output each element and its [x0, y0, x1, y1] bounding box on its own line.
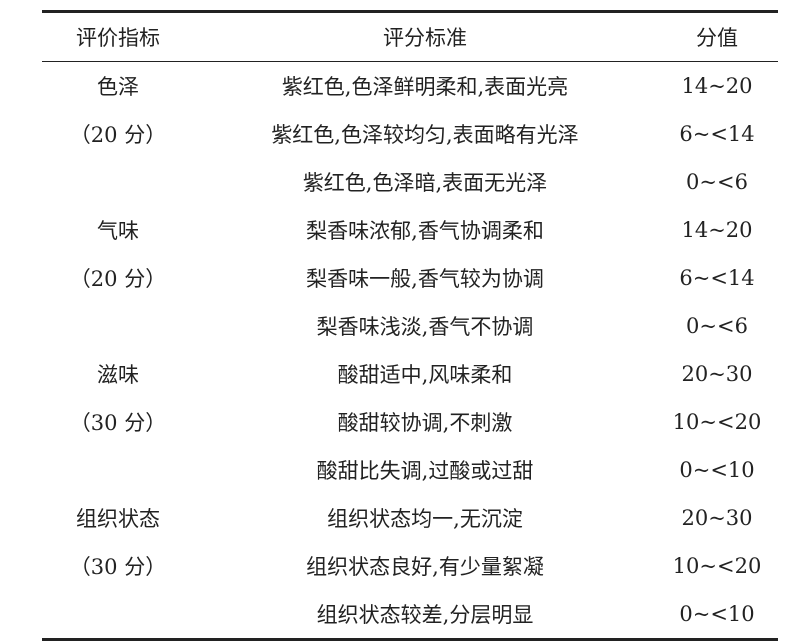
table-row: 组织状态较差,分层明显 0~<10	[42, 590, 778, 638]
indicator-cell: 气味	[97, 219, 139, 243]
table-row: （20 分） 梨香味一般,香气较为协调 6~<14	[42, 254, 778, 302]
criteria-cell: 紫红色,色泽鲜明柔和,表面光亮	[281, 75, 569, 99]
header-rule	[42, 61, 778, 62]
table-row: 梨香味浅淡,香气不协调 0~<6	[42, 302, 778, 350]
score-cell: 20~30	[681, 506, 753, 530]
score-cell: 14~20	[681, 74, 753, 98]
header-row: 评价指标 评分标准 分值	[42, 13, 778, 61]
indicator-cell: 滋味	[97, 363, 139, 387]
table-body: 色泽 紫红色,色泽鲜明柔和,表面光亮 14~20 （20 分） 紫红色,色泽较均匀,表面…	[42, 62, 778, 638]
indicator-cell: （30 分）	[69, 411, 167, 435]
score-cell: 14~20	[681, 218, 753, 242]
criteria-cell: 酸甜比失调,过酸或过甜	[316, 459, 534, 483]
indicator-cell: （30 分）	[69, 555, 167, 579]
criteria-cell: 酸甜适中,风味柔和	[337, 363, 513, 387]
score-cell: 0~<10	[679, 602, 755, 626]
bottom-rule	[42, 638, 778, 641]
indicator-cell: （20 分）	[69, 267, 167, 291]
score-cell: 6~<14	[679, 266, 755, 290]
table-row: （20 分） 紫红色,色泽较均匀,表面略有光泽 6~<14	[42, 110, 778, 158]
criteria-cell: 组织状态较差,分层明显	[316, 603, 534, 627]
header-score: 分值	[696, 26, 738, 50]
table-row: 气味 梨香味浓郁,香气协调柔和 14~20	[42, 206, 778, 254]
indicator-cell: 色泽	[97, 75, 139, 99]
criteria-cell: 紫红色,色泽暗,表面无光泽	[302, 171, 548, 195]
indicator-cell: 组织状态	[76, 507, 160, 531]
criteria-cell: 组织状态良好,有少量絮凝	[306, 555, 544, 579]
score-cell: 10~<20	[672, 554, 762, 578]
criteria-cell: 梨香味浓郁,香气协调柔和	[306, 219, 544, 243]
score-cell: 0~<6	[686, 170, 748, 194]
score-cell: 10~<20	[672, 410, 762, 434]
table-row: 酸甜比失调,过酸或过甜 0~<10	[42, 446, 778, 494]
score-cell: 20~30	[681, 362, 753, 386]
header-indicator: 评价指标	[76, 26, 160, 50]
criteria-cell: 紫红色,色泽较均匀,表面略有光泽	[271, 123, 579, 147]
table-row: 滋味 酸甜适中,风味柔和 20~30	[42, 350, 778, 398]
criteria-cell: 梨香味浅淡,香气不协调	[316, 315, 534, 339]
criteria-cell: 梨香味一般,香气较为协调	[306, 267, 544, 291]
table-row: （30 分） 组织状态良好,有少量絮凝 10~<20	[42, 542, 778, 590]
score-cell: 0~<6	[686, 314, 748, 338]
table-row: 色泽 紫红色,色泽鲜明柔和,表面光亮 14~20	[42, 62, 778, 110]
table-row: 紫红色,色泽暗,表面无光泽 0~<6	[42, 158, 778, 206]
indicator-cell: （20 分）	[69, 123, 167, 147]
table-row: 组织状态 组织状态均一,无沉淀 20~30	[42, 494, 778, 542]
score-cell: 6~<14	[679, 122, 755, 146]
top-rule	[42, 10, 778, 13]
table-row: （30 分） 酸甜较协调,不刺激 10~<20	[42, 398, 778, 446]
score-cell: 0~<10	[679, 458, 755, 482]
header-criteria: 评分标准	[383, 26, 467, 50]
criteria-cell: 组织状态均一,无沉淀	[327, 507, 523, 531]
criteria-cell: 酸甜较协调,不刺激	[337, 411, 513, 435]
scoring-table: 评价指标 评分标准 分值 色泽 紫红色,色泽鲜明柔和,表面光亮 14~20 （20 分…	[42, 10, 778, 641]
